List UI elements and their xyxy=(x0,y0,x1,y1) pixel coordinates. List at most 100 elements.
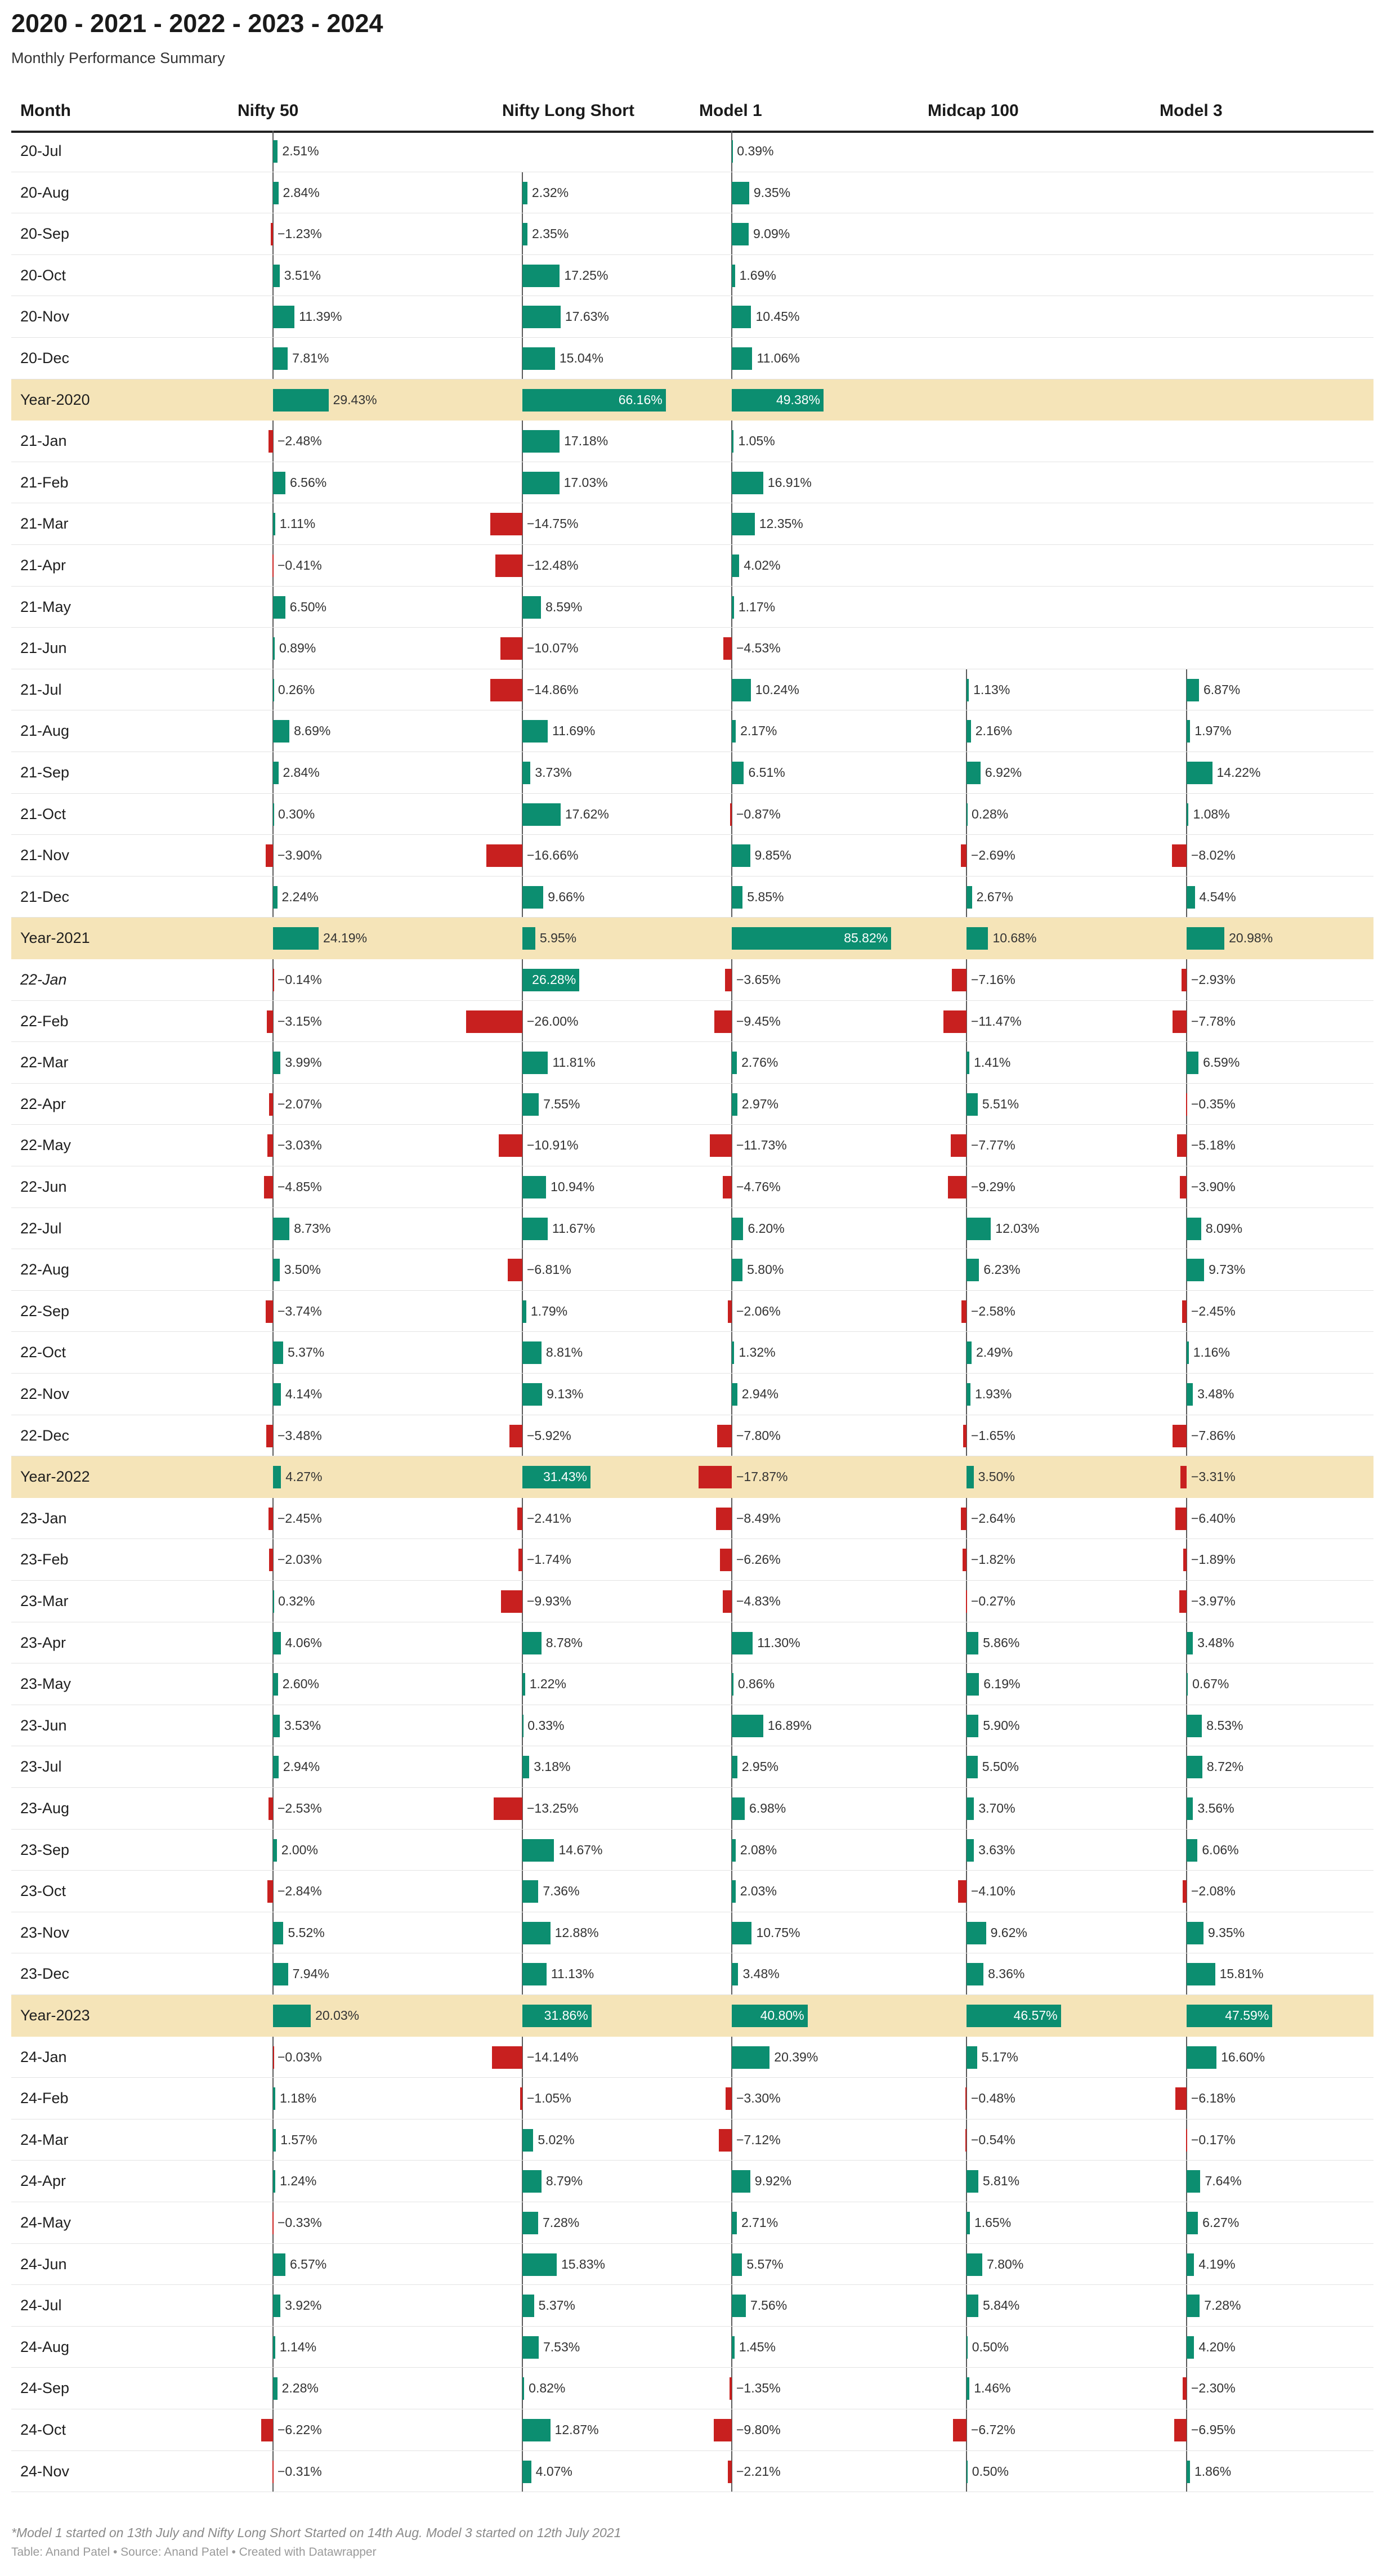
nifty-long-short-bar xyxy=(498,1134,522,1157)
nifty-long-short-value-label: −10.91% xyxy=(527,1138,579,1153)
nifty-long-short-bar xyxy=(522,1383,543,1406)
nifty-50-value-label: 1.11% xyxy=(279,516,316,531)
table-row: 21-Aug 8.69% 11.69% 2.17% 2.16% 1.97% xyxy=(11,710,1373,752)
model-3-zero-axis xyxy=(1186,669,1187,2493)
midcap-100-bar xyxy=(952,969,967,991)
table-row: 20-Oct 3.51% 17.25% 1.69% xyxy=(11,255,1373,297)
nifty-long-short-bar xyxy=(500,637,522,660)
nifty-long-short-bar xyxy=(522,969,580,991)
model-1-bar xyxy=(720,1549,732,1572)
month-label: 23-Apr xyxy=(20,1634,66,1651)
nifty-long-short-bar xyxy=(522,1052,548,1075)
nifty-long-short-bar xyxy=(522,1217,548,1240)
model-1-value-label: 9.09% xyxy=(753,226,790,242)
table-row: 21-Nov −3.90% −16.66% 9.85% −2.69% −8.02% xyxy=(11,835,1373,876)
model-3-value-label: 0.67% xyxy=(1192,1676,1229,1692)
nifty-long-short-bar xyxy=(522,927,535,950)
month-label: 22-Jan xyxy=(20,971,67,988)
nifty-long-short-value-label: 9.13% xyxy=(547,1387,584,1401)
month-label: 20-Aug xyxy=(20,184,70,201)
nifty-long-short-value-label: 8.79% xyxy=(545,2174,583,2189)
model-3-bar xyxy=(1187,1756,1202,1779)
nifty-long-short-value-label: 17.18% xyxy=(564,433,609,449)
nifty-50-bar xyxy=(273,306,295,329)
model-1-bar xyxy=(732,471,763,494)
table-row: 24-Jul 3.92% 5.37% 7.56% 5.84% 7.28% xyxy=(11,2285,1373,2327)
model-1-bar xyxy=(729,2377,732,2400)
nifty-50-value-label: 24.19% xyxy=(323,931,368,946)
model-3-value-label: 6.59% xyxy=(1203,1055,1240,1070)
model-1-value-label: 11.30% xyxy=(757,1635,800,1650)
month-label: 21-Jul xyxy=(20,681,62,698)
table-row: 21-Mar 1.11% −14.75% 12.35% xyxy=(11,503,1373,545)
table-row: 23-Jan −2.45% −2.41% −8.49% −2.64% −6.40% xyxy=(11,1498,1373,1540)
nifty-50-value-label: 6.57% xyxy=(290,2256,327,2271)
nifty-long-short-bar xyxy=(522,762,531,784)
model-1-bar xyxy=(732,720,736,743)
table-row: 24-Oct −6.22% 12.87% −9.80% −6.72% −6.95% xyxy=(11,2409,1373,2451)
midcap-100-bar xyxy=(967,1466,974,1489)
table-row: 23-Dec 7.94% 11.13% 3.48% 8.36% 15.81% xyxy=(11,1953,1373,1995)
model-1-value-label: −6.26% xyxy=(736,1552,781,1567)
table-row: 24-Apr 1.24% 8.79% 9.92% 5.81% 7.64% xyxy=(11,2161,1373,2202)
nifty-50-value-label: −1.23% xyxy=(278,226,322,242)
model-1-value-label: 5.80% xyxy=(747,1262,784,1277)
nifty-50-value-label: −0.41% xyxy=(278,558,322,573)
nifty-long-short-bar xyxy=(490,678,522,701)
model-1-bar xyxy=(726,2087,732,2110)
model-3-value-label: −5.18% xyxy=(1191,1138,1236,1153)
nifty-50-bar xyxy=(273,596,285,619)
model-3-bar xyxy=(1187,1963,1215,1986)
nifty-50-bar xyxy=(273,1921,284,1944)
nifty-50-value-label: −3.74% xyxy=(278,1303,322,1318)
month-label: 24-Jul xyxy=(20,2297,62,2314)
table-row: 22-Oct 5.37% 8.81% 1.32% 2.49% 1.16% xyxy=(11,1332,1373,1374)
midcap-100-value-label: 5.86% xyxy=(983,1635,1020,1650)
nifty-long-short-bar xyxy=(522,1093,539,1116)
model-3-bar xyxy=(1187,762,1212,784)
midcap-100-bar xyxy=(967,762,981,784)
nifty-50-bar xyxy=(273,1217,290,1240)
table-row: 22-Aug 3.50% −6.81% 5.80% 6.23% 9.73% xyxy=(11,1249,1373,1291)
nifty-long-short-bar xyxy=(522,596,542,619)
month-label: 24-May xyxy=(20,2214,71,2231)
model-1-bar xyxy=(732,1756,737,1779)
nifty-50-value-label: 3.50% xyxy=(284,1262,321,1277)
model-1-value-label: −4.83% xyxy=(736,1594,781,1608)
midcap-100-value-label: −7.16% xyxy=(971,972,1015,987)
model-3-value-label: 8.09% xyxy=(1205,1220,1243,1236)
nifty-long-short-value-label: −26.00% xyxy=(527,1013,579,1028)
month-label: 22-Aug xyxy=(20,1261,70,1278)
nifty-50-bar xyxy=(273,347,288,370)
model-1-bar xyxy=(732,223,749,246)
midcap-100-bar xyxy=(963,1549,967,1572)
model-1-value-label: 2.17% xyxy=(740,723,777,739)
model-1-bar xyxy=(728,1300,732,1323)
midcap-100-bar xyxy=(967,803,968,826)
model-3-bar xyxy=(1187,2295,1200,2318)
table-row: 23-Nov 5.52% 12.88% 10.75% 9.62% 9.35% xyxy=(11,1912,1373,1954)
midcap-100-value-label: 7.80% xyxy=(987,2256,1024,2271)
nifty-long-short-value-label: 4.07% xyxy=(535,2463,572,2479)
model-3-bar xyxy=(1187,678,1199,701)
nifty-50-bar xyxy=(270,223,273,246)
midcap-100-bar xyxy=(965,2087,967,2110)
table-row: 24-Jun 6.57% 15.83% 5.57% 7.80% 4.19% xyxy=(11,2244,1373,2286)
model-3-bar xyxy=(1187,1921,1203,1944)
model-1-bar xyxy=(732,140,733,163)
midcap-100-bar xyxy=(966,1590,968,1613)
midcap-100-bar xyxy=(967,2212,970,2234)
nifty-long-short-value-label: 12.88% xyxy=(554,1925,599,1940)
nifty-long-short-bar xyxy=(522,1880,539,1903)
nifty-long-short-bar xyxy=(522,2419,551,2441)
table-row: 22-Apr −2.07% 7.55% 2.97% 5.51% −0.35% xyxy=(11,1084,1373,1125)
model-1-value-label: 2.03% xyxy=(740,1884,777,1899)
month-label: 21-Jan xyxy=(20,432,67,450)
nifty-50-bar xyxy=(273,140,278,163)
model-1-bar xyxy=(715,1507,732,1530)
midcap-100-bar xyxy=(967,1963,984,1986)
model-1-bar xyxy=(732,2170,750,2193)
month-label: 22-Feb xyxy=(20,1012,69,1030)
model-3-bar xyxy=(1187,1341,1189,1365)
midcap-100-bar xyxy=(967,1673,979,1696)
